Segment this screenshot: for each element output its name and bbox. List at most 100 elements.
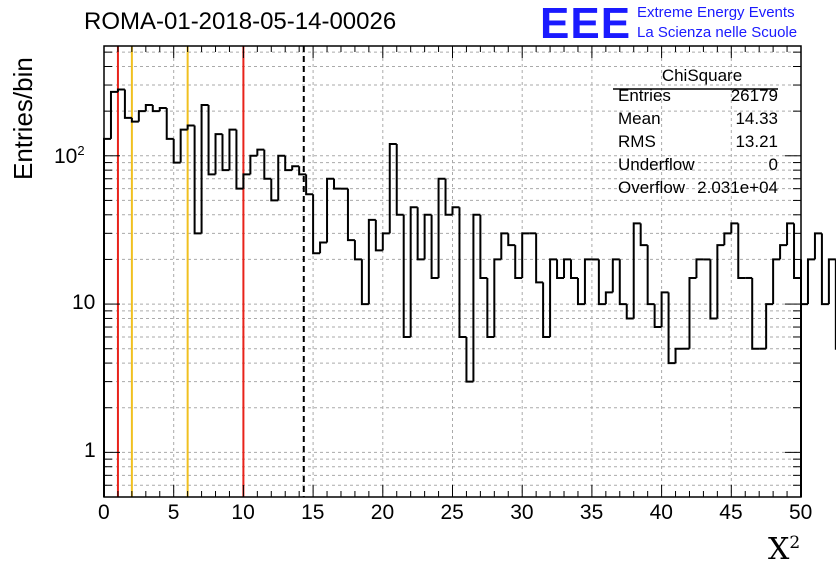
histogram-bin	[305, 174, 314, 196]
x-tick-label: 25	[440, 501, 464, 524]
y-tick-exponent: 2	[77, 142, 85, 158]
histogram-bin	[535, 233, 544, 284]
histogram-bin	[423, 213, 432, 260]
histogram-bin	[549, 258, 558, 337]
histogram-bin	[144, 104, 153, 112]
histogram-bin	[458, 207, 467, 338]
histogram-bin	[179, 128, 188, 163]
histogram-bin	[556, 259, 565, 279]
x-axis-label: X2	[768, 532, 800, 567]
histogram-bin	[207, 105, 216, 176]
histogram-bin	[430, 214, 439, 279]
stats-value: 26179	[730, 86, 778, 105]
histogram-bin	[172, 138, 181, 164]
histogram-bin	[193, 125, 202, 235]
stats-box: ChiSquare Entries 26179 Mean 14.33 RMS 13.2…	[610, 66, 780, 201]
stats-key: Mean	[618, 109, 661, 128]
histogram-bin	[228, 128, 237, 171]
histogram-bin	[667, 292, 676, 365]
stats-row: RMS 13.21	[610, 132, 780, 155]
histogram-bin	[444, 178, 453, 216]
histogram-bin	[479, 214, 488, 279]
stats-row: Overflow 2.031e+04	[610, 178, 780, 201]
histogram-bin	[263, 149, 272, 180]
x-tick-label: 35	[579, 501, 604, 524]
histogram-bin	[367, 218, 376, 305]
histogram-bin	[772, 258, 781, 305]
histogram-bin	[256, 148, 265, 156]
histogram-bin	[709, 259, 718, 320]
histogram-bin	[388, 143, 397, 234]
stats-value: 13.21	[735, 132, 778, 151]
histogram-bin	[270, 178, 279, 202]
histogram-bin	[151, 105, 160, 113]
histogram-bin	[493, 258, 502, 337]
histogram-bin	[500, 232, 509, 260]
histogram-bin	[793, 223, 801, 279]
histogram-bin	[486, 277, 495, 338]
x-tick-label: 5	[167, 501, 180, 524]
histogram-bin	[813, 232, 822, 260]
histogram-bin	[235, 129, 244, 190]
histogram-bin	[158, 107, 167, 112]
x-axis-label-base: X	[768, 532, 790, 567]
histogram-bin	[291, 165, 300, 171]
histogram-bin	[284, 155, 293, 172]
histogram-bin	[214, 133, 223, 175]
stats-value: 0	[768, 155, 778, 174]
histogram-bin	[646, 245, 655, 306]
histogram-bin	[416, 207, 425, 261]
histogram-bin	[109, 90, 118, 139]
y-tick-label: 10	[72, 291, 96, 315]
histogram-bin	[186, 124, 195, 130]
x-tick-label: 20	[370, 501, 395, 524]
histogram-bin	[820, 233, 829, 306]
histogram-bin	[402, 214, 411, 338]
histogram-bin	[786, 222, 795, 246]
histogram-bin	[333, 178, 341, 190]
histogram-bin	[451, 206, 460, 215]
eee-logo: EEE	[540, 0, 632, 48]
histogram-bin	[604, 291, 613, 305]
histogram-bin	[674, 347, 683, 364]
y-tick-label: 1	[84, 439, 96, 463]
histogram-bin	[465, 336, 474, 383]
histogram-bin	[827, 258, 836, 305]
stats-key: Entries	[618, 86, 671, 105]
histogram-bin	[165, 108, 174, 140]
stats-key: Overflow	[618, 178, 686, 197]
histogram-bin	[653, 304, 662, 329]
histogram-bin	[688, 276, 697, 349]
histogram-bin	[130, 117, 139, 123]
histogram-bin	[137, 110, 146, 122]
histogram-bin	[695, 258, 704, 278]
stats-title: ChiSquare	[661, 66, 743, 85]
histogram-bin	[319, 241, 328, 254]
histogram-bin	[123, 89, 132, 119]
logo-line-1: Extreme Energy Events	[637, 4, 795, 21]
histogram-bin	[660, 291, 669, 328]
stats-row: Mean 14.33	[610, 109, 780, 132]
x-tick-label: 30	[510, 501, 534, 524]
x-tick-label: 40	[649, 501, 673, 524]
histogram-bin	[409, 206, 418, 337]
x-tick-label: 45	[719, 501, 743, 524]
histogram-bin	[200, 104, 209, 234]
histogram-bin	[611, 258, 620, 293]
stats-value: 14.33	[735, 109, 778, 128]
histogram-bin	[277, 154, 286, 201]
histogram-bin	[395, 144, 404, 216]
x-tick-label: 50	[789, 501, 813, 524]
x-tick-label: 10	[231, 501, 255, 524]
histogram-bin	[346, 188, 355, 242]
histogram-bin	[737, 223, 746, 279]
histogram-bin	[569, 259, 578, 279]
histogram-bin	[472, 213, 481, 382]
x-tick-label: 0	[98, 501, 110, 524]
histogram-bin	[583, 258, 592, 305]
histogram-bin	[381, 232, 390, 251]
histogram-bin	[249, 154, 258, 175]
histogram-bin	[800, 277, 808, 306]
histogram-bin	[563, 258, 571, 278]
histogram-bin	[521, 232, 530, 278]
